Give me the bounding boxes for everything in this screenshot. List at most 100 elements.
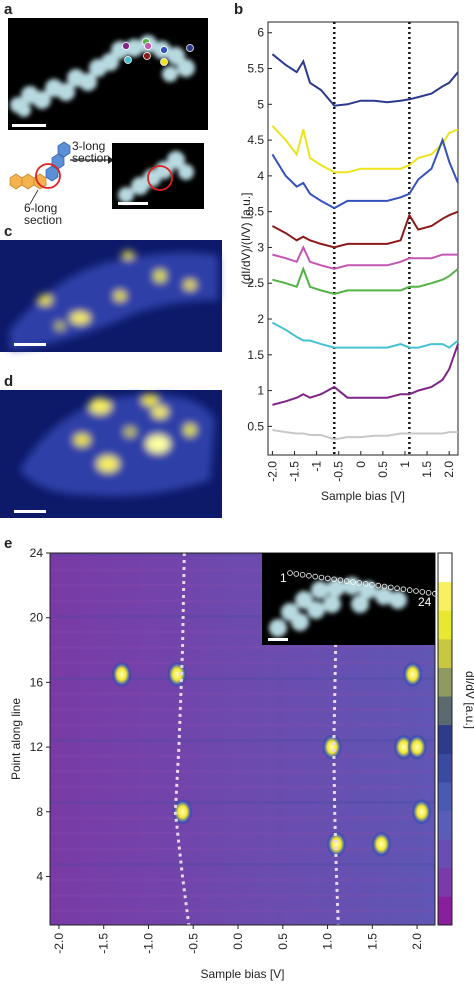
tip-point [425,589,432,596]
x-tick-label: -2.0 [265,461,279,482]
colorbar-step [438,781,452,812]
colorbar-step [438,696,452,726]
bright-spot [111,661,132,688]
x-tick-label: 2.0 [410,933,424,950]
bright-spot [402,661,423,688]
highlight [147,165,173,191]
row-band [50,739,435,742]
scale-bar [268,638,288,641]
row-band [50,770,435,773]
tip-point [406,587,413,593]
x-axis-label: Sample bias [V] [321,489,405,503]
y-axis-label: Point along line [9,698,23,780]
reference-line [332,552,340,926]
row-band [50,568,435,572]
row-band [50,754,435,758]
bright-spot [411,798,432,825]
molecule [269,577,407,637]
scale-bar [118,202,148,205]
colorbar-step [438,724,452,754]
orbital-map [20,394,215,496]
y-tick-label: 2.5 [247,276,264,290]
bright-spot [371,831,392,858]
panel-label: a [4,1,13,18]
row-band [50,801,435,804]
x-tick-label: 1.5 [420,461,434,478]
inset-label: 1 [280,571,287,585]
row-band [50,615,435,618]
colorbar-step [438,896,452,926]
spectrum-line [272,245,458,270]
row-band [50,692,435,696]
row-band [50,553,435,556]
colorbar-step [438,610,452,640]
tip-point [381,583,388,590]
molecule-lobe [351,595,369,613]
y-tick-label: 4 [257,169,264,183]
bright-spot [326,831,347,858]
tip-point [432,590,438,597]
tip-point [419,589,426,595]
row-band [50,708,435,711]
y-tick-label: 6 [257,26,264,40]
plot-frame [267,21,459,456]
tip-point [337,577,344,583]
x-tick-label: 1.5 [365,933,379,950]
row-band [50,646,435,649]
tip-point [350,579,356,585]
molecule-lobe [269,619,287,637]
row-band [50,847,435,851]
x-tick-label: 1.0 [321,933,335,950]
x-tick-label: -0.5 [186,933,200,954]
y-tick-label: 1.5 [247,348,264,362]
colorbar-step [438,839,452,869]
y-tick-label: 12 [30,740,44,754]
tip-point [394,585,400,592]
y-tick-label: 5.5 [247,62,264,76]
x-tick-label: -1.5 [97,933,111,954]
x-tick-label: 2.0 [442,461,456,478]
colorbar-step [438,553,452,583]
tip-point [343,578,350,584]
tip-point [362,580,369,587]
x-tick-label: -1.5 [288,461,302,482]
molecule-lobe [291,613,309,631]
panel-label: b [234,1,243,18]
spectrum-line [271,137,459,210]
scale-bar [12,124,46,127]
diagram-label: 6-long section [24,201,62,227]
y-axis-label: (dI/dV)/(I/V) [a.u.] [239,192,253,284]
molecule-lobe [323,595,341,613]
hex-diagram [9,141,114,205]
colorbar-label: dI/dV [a.u.] [463,671,474,729]
x-tick-label: 1 [398,461,412,468]
x-tick-label: -1.0 [141,933,155,954]
molecule-lobe [389,591,407,609]
spectra-chart: 0.5 1 1.5 2 2.5 3 3.5 4 4.5 5 5.5 6 -2.0 -1.5 -1 -0.5 0 0… [239,21,459,503]
spectrum-line [271,53,459,107]
x-axis-label: Sample bias [V] [200,967,284,981]
x-tick-label: -1 [310,461,324,472]
spectrum-line [271,210,459,249]
row-band [50,816,435,820]
orbital-map [10,251,218,350]
molecule-lobe [343,577,361,595]
y-tick-label: 4 [36,869,43,883]
spectrum-line [271,321,459,349]
spectrum-line [271,125,459,174]
inset-image [262,553,435,645]
row-band [50,894,435,897]
tip-point [287,570,293,576]
diagram-label: 3-long section [72,139,110,165]
tip-point [293,571,300,577]
row-band [50,584,435,587]
scale-bar [14,510,46,513]
y-tick-label: 2 [257,312,264,326]
tip-point [387,584,394,591]
molecule-lobe [327,579,345,597]
tip-point [356,580,363,586]
row-band [50,630,435,634]
row-band [50,878,435,882]
panel-label: c [4,223,12,240]
